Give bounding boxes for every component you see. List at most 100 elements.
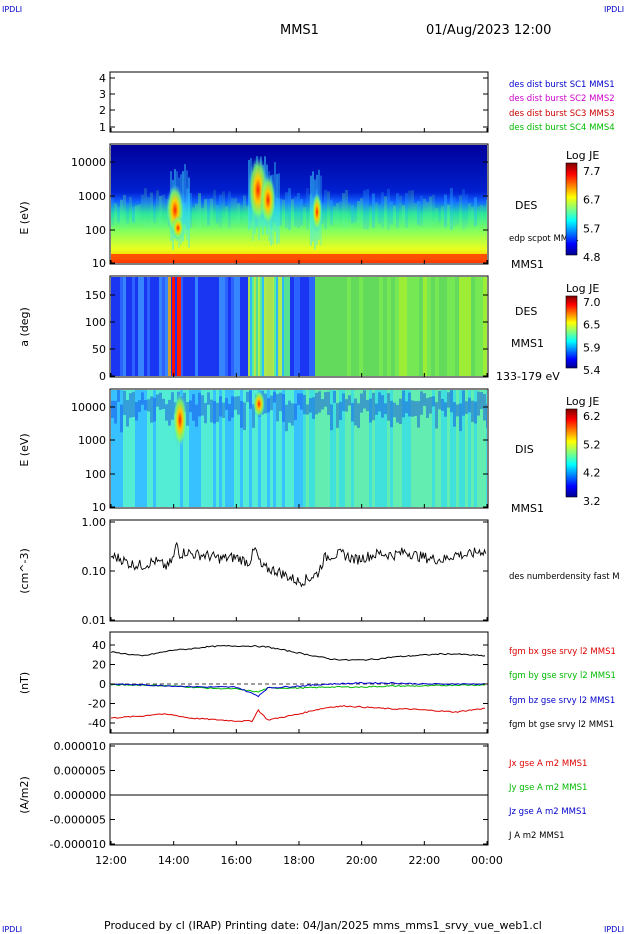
pitch-bin <box>286 277 288 376</box>
des-energy-bin <box>327 191 330 229</box>
des-pitch-spectrogram <box>111 277 487 376</box>
colorbar-tick-label: 4.2 <box>583 467 601 480</box>
des-energy-bin <box>309 194 312 228</box>
des-energy-bin <box>249 207 252 223</box>
colorbar-des-pitch <box>565 295 578 369</box>
dis-energy-bin <box>429 396 432 414</box>
dis-energy-bin <box>396 404 399 423</box>
dis-energy-bin <box>390 400 393 428</box>
des-pitch-ytick-label: 150 <box>85 289 106 302</box>
density-ytick-label: 0.10 <box>82 565 107 578</box>
pitch-bin <box>355 277 359 376</box>
des-energy-bin <box>429 196 432 227</box>
dis-energy-bin <box>354 390 357 507</box>
dis-energy-bin <box>438 391 441 410</box>
dis-energy-bin <box>426 390 429 507</box>
pitch-bin <box>260 277 262 376</box>
des-energy-bin <box>438 207 441 223</box>
dis-energy-bin <box>384 403 387 415</box>
des-energy-bin <box>147 197 150 227</box>
des-energy-bin <box>399 195 402 227</box>
dis-energy-bin <box>363 390 366 409</box>
dis-energy-bin <box>360 390 363 507</box>
des-energy-bin <box>294 196 297 227</box>
dis-energy-bin <box>201 390 204 507</box>
density-frame <box>109 519 489 622</box>
des-energy-bin <box>198 193 201 228</box>
dis-energy-ytick-label: 10 <box>92 501 106 514</box>
fgm-by-line <box>111 683 486 693</box>
pitch-bin <box>198 277 201 376</box>
des-energy-bin <box>330 199 333 226</box>
dis-energy-bin <box>195 404 198 427</box>
dis-energy-bin <box>456 390 459 507</box>
dis-energy-bin <box>207 390 210 507</box>
dis-energy-bin <box>309 398 312 413</box>
legend-jx: Jx gse A m2 MMS1 <box>508 759 587 769</box>
dis-energy-bin <box>165 404 168 421</box>
des-energy-bin <box>435 207 438 223</box>
des-energy-mms1-label: MMS1 <box>511 258 544 271</box>
pitch-bin <box>156 277 159 376</box>
dis-energy-bin <box>303 394 306 415</box>
dis-energy-bin <box>318 391 321 413</box>
des-energy-bin <box>234 198 237 226</box>
pitch-bin <box>475 277 479 376</box>
colorbar-tick-label: 7.7 <box>583 165 601 178</box>
dis-energy-bin <box>120 390 123 507</box>
colorbar-tick-label: 6.2 <box>583 410 601 423</box>
dis-energy-bin <box>357 403 360 428</box>
colorbar-des-energy <box>565 162 578 256</box>
dis-energy-bin <box>339 390 342 507</box>
dis-energy-bin <box>246 391 249 403</box>
des-energy-panel: 10000 1000 100 10 E (eV) DES edp scpot MMS1… <box>18 143 601 271</box>
dis-energy-bin <box>237 396 240 415</box>
pitch-bin <box>186 277 189 376</box>
des-energy-bin <box>351 205 354 224</box>
pitch-bin <box>447 277 451 376</box>
dis-energy-bin <box>408 390 411 507</box>
dis-energy-ytick-label: 10000 <box>71 401 106 414</box>
des-energy-bin <box>417 201 420 225</box>
pitch-bin <box>291 277 294 376</box>
pitch-bin <box>415 277 419 376</box>
dis-energy-bin <box>234 390 237 507</box>
dis-energy-bin <box>318 390 321 507</box>
pitch-bin <box>391 277 395 376</box>
current-ylabel: (A/m2) <box>18 776 31 814</box>
dis-energy-bin <box>141 392 144 405</box>
dis-energy-bin <box>300 390 303 507</box>
colorbar-tick-label: 6.7 <box>583 194 601 207</box>
pitch-side-label: DES <box>515 305 537 318</box>
dis-energy-bin <box>420 390 423 507</box>
des-energy-bin <box>303 206 306 223</box>
des-energy-bin <box>345 189 348 230</box>
des-energy-bin <box>456 201 459 225</box>
pitch-bin <box>117 277 120 376</box>
des-energy-bin <box>144 188 147 230</box>
des-energy-bin <box>278 173 280 244</box>
dis-energy-bin <box>330 390 333 507</box>
legend-fgm-by: fgm by gse srvy l2 MMS1 <box>509 671 616 681</box>
dis-energy-bin <box>177 390 180 507</box>
dis-energy-bin <box>438 390 441 507</box>
dis-energy-bin <box>444 390 447 507</box>
des-energy-bin <box>474 197 477 227</box>
pitch-bin <box>210 277 213 376</box>
dis-energy-bin <box>111 400 114 418</box>
dis-energy-bin <box>342 393 345 412</box>
dis-energy-bin <box>363 390 366 507</box>
des-energy-bin <box>411 190 414 230</box>
des-energy-bin <box>219 194 222 228</box>
current-ytick-label: 0.000010 <box>54 740 107 753</box>
dis-energy-bin <box>450 390 453 507</box>
dis-energy-panel: 10000 1000 100 10 E (eV) DIS MMS1 Log JE 6.… <box>18 388 601 515</box>
fgm-frame <box>109 631 489 734</box>
burst-ytick-label: 2 <box>99 104 106 117</box>
des-energy-bin <box>483 205 486 223</box>
pitch-bin <box>431 277 435 376</box>
dis-energy-bin <box>411 390 414 507</box>
colorbar-tick-label: 4.8 <box>583 251 601 264</box>
dis-energy-bin <box>312 390 315 507</box>
dis-energy-bin <box>276 394 279 422</box>
